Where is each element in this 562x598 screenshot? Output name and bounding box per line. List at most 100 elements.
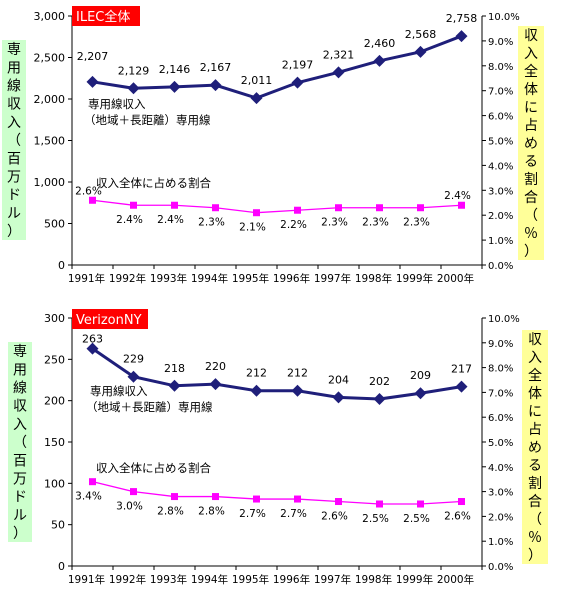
right-axis-label-char: 入 [524,46,538,62]
data-point-revenue-share [294,206,301,214]
data-label-leased-revenue: 212 [246,367,267,380]
right-axis-label-char: 合 [524,190,538,206]
right-axis-label-char: ％ [528,530,542,546]
right-tick-label: 5.0% [488,438,513,449]
left-axis-label-char: 用 [13,362,27,378]
x-tick-label: 1992年 [109,272,146,285]
right-tick-label: 0.0% [488,261,513,272]
series-name-leased-revenue-line2: （地域＋長距離）専用線 [84,113,211,127]
data-label-leased-revenue: 2,321 [323,48,355,61]
data-label-leased-revenue: 217 [451,363,472,376]
data-label-leased-revenue: 2,197 [282,59,314,72]
data-point-leased-revenue [373,393,386,406]
data-label-leased-revenue: 212 [287,367,308,380]
data-label-leased-revenue: 2,146 [159,63,191,76]
right-axis-label-char: （ [524,208,538,224]
x-tick-label: 1998年 [355,573,392,586]
left-axis-label-char: ） [13,526,27,542]
data-label-leased-revenue: 204 [328,373,349,386]
data-label-leased-revenue: 2,758 [446,12,478,25]
right-axis-label-char: 入 [528,350,542,366]
data-label-revenue-share: 2.3% [321,217,348,229]
right-axis-label-char: 収 [528,332,542,348]
right-axis-label-char: め [528,440,542,456]
chart-title-badge [72,309,148,329]
left-tick-label: 1,500 [34,135,66,148]
left-axis-label-char: 入 [7,115,21,131]
left-axis-label-box [8,342,32,542]
left-tick-label: 0 [58,259,65,272]
right-tick-label: 1.0% [488,537,513,548]
right-tick-label: 10.0% [488,314,520,325]
chart-panel-1: 0 500 1,000 1,500 2,000 2,500 3,000 0.0% 1.0% 2.0… [2,6,544,285]
right-tick-label: 10.0% [488,12,520,23]
left-tick-label: 200 [44,395,65,408]
data-point-revenue-share [171,201,178,209]
chart-panel-2: 0 50 100 150 200 250 300 0.0% 1.0% 2.0% 3.0% 4.0% 5.… [8,309,548,586]
x-tick-label: 1999年 [396,573,433,586]
data-point-revenue-share [376,500,383,508]
left-axis-label-char: 専 [7,42,21,58]
data-label-revenue-share: 2.4% [157,214,184,226]
series-name-leased-revenue-line1: 専用線収入 [90,384,148,398]
data-point-revenue-share [376,204,383,212]
x-tick-label: 2000年 [437,573,474,586]
right-axis-label-char: 合 [528,494,542,510]
data-point-revenue-share [417,500,424,508]
data-point-revenue-share [294,495,301,503]
data-label-leased-revenue: 2,011 [241,74,273,87]
data-point-revenue-share [335,204,342,212]
left-tick-label: 150 [44,436,65,449]
data-label-revenue-share: 2.6% [321,511,348,523]
right-tick-label: 6.0% [488,413,513,424]
left-axis-label-char: 収 [7,97,21,113]
right-axis-label-char: に [524,100,538,116]
x-tick-label: 1997年 [314,573,351,586]
chart-title-badge [72,6,140,26]
right-tick-label: 2.0% [488,211,513,222]
data-label-leased-revenue: 2,207 [77,50,109,63]
data-label-revenue-share: 2.7% [239,508,266,520]
left-axis-label-char: （ [7,133,21,149]
x-tick-label: 1999年 [396,272,433,285]
data-label-leased-revenue: 2,167 [200,61,232,74]
right-axis-label-char: 体 [528,386,542,402]
data-point-leased-revenue [414,45,427,58]
series-name-revenue-share: 収入全体に占める割合 [96,461,211,475]
data-point-leased-revenue [168,80,181,93]
data-point-leased-revenue [86,75,99,88]
x-tick-label: 1996年 [273,272,310,285]
x-tick-label: 1996年 [273,573,310,586]
right-tick-label: 8.0% [488,364,513,375]
left-axis-label-char: ド [13,490,27,506]
series-name-leased-revenue-line1: 専用線収入 [88,97,146,111]
x-tick-label: 1995年 [232,272,269,285]
data-point-leased-revenue [291,76,304,89]
data-point-revenue-share [130,488,137,496]
data-label-leased-revenue: 202 [369,375,390,388]
data-label-revenue-share: 2.5% [403,513,430,525]
data-point-revenue-share [89,478,96,486]
right-axis-label-char: 体 [524,82,538,98]
right-axis-label-char: ） [528,548,542,564]
data-point-leased-revenue [250,384,263,397]
series-line-leased-revenue [91,347,462,401]
x-tick-label: 1994年 [191,573,228,586]
data-point-leased-revenue [168,379,181,392]
data-point-leased-revenue [127,370,140,383]
left-axis-label-char: 万 [7,169,21,185]
left-axis-label-char: ル [13,508,27,524]
data-point-revenue-share [212,493,219,501]
data-point-revenue-share [171,493,178,501]
data-label-revenue-share: 3.4% [75,491,102,503]
left-axis-label-char: 線 [7,79,21,95]
series-name-revenue-share: 収入全体に占める割合 [96,176,211,190]
right-tick-label: 3.0% [488,488,513,499]
data-point-revenue-share [417,204,424,212]
left-tick-label: 100 [44,477,65,490]
left-axis-label-char: 専 [13,344,27,360]
right-axis-label-char: に [528,404,542,420]
right-axis-label-char: る [528,458,542,474]
data-point-revenue-share [130,201,137,209]
